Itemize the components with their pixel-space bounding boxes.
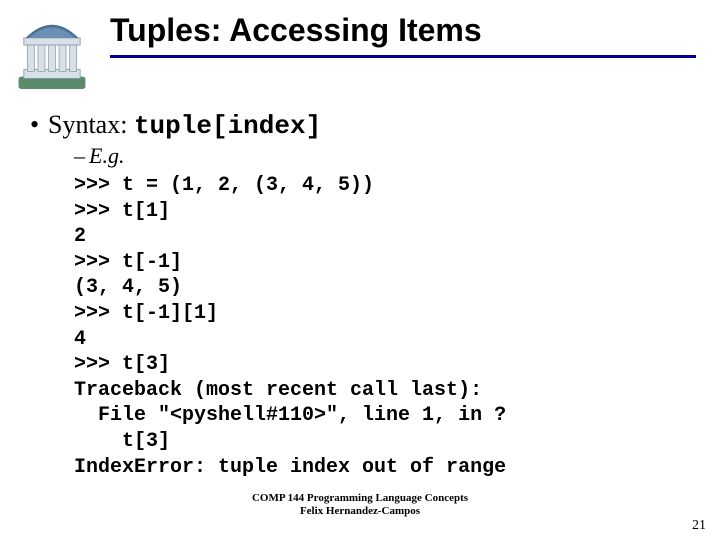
footer-author: Felix Hernandez-Campos xyxy=(0,505,720,518)
title-block: Tuples: Accessing Items xyxy=(110,12,696,58)
footer: COMP 144 Programming Language Concepts F… xyxy=(0,492,720,518)
bullet-icon: • xyxy=(30,110,48,140)
footer-course: COMP 144 Programming Language Concepts xyxy=(0,492,720,505)
title-underline xyxy=(110,55,696,58)
content-area: •Syntax: tuple[index] –E.g. >>> t = (1, … xyxy=(30,110,690,480)
dash-icon: – xyxy=(74,143,85,168)
slide-title: Tuples: Accessing Items xyxy=(110,12,696,55)
page-number: 21 xyxy=(692,518,706,534)
example-label-line: –E.g. xyxy=(74,143,690,169)
syntax-label: Syntax: xyxy=(48,110,134,139)
syntax-expression: tuple[index] xyxy=(134,111,321,141)
example-label: E.g. xyxy=(89,143,124,168)
code-block: >>> t = (1, 2, (3, 4, 5)) >>> t[1] 2 >>>… xyxy=(74,173,690,480)
syntax-line: •Syntax: tuple[index] xyxy=(30,110,690,141)
unc-well-logo xyxy=(8,8,96,96)
